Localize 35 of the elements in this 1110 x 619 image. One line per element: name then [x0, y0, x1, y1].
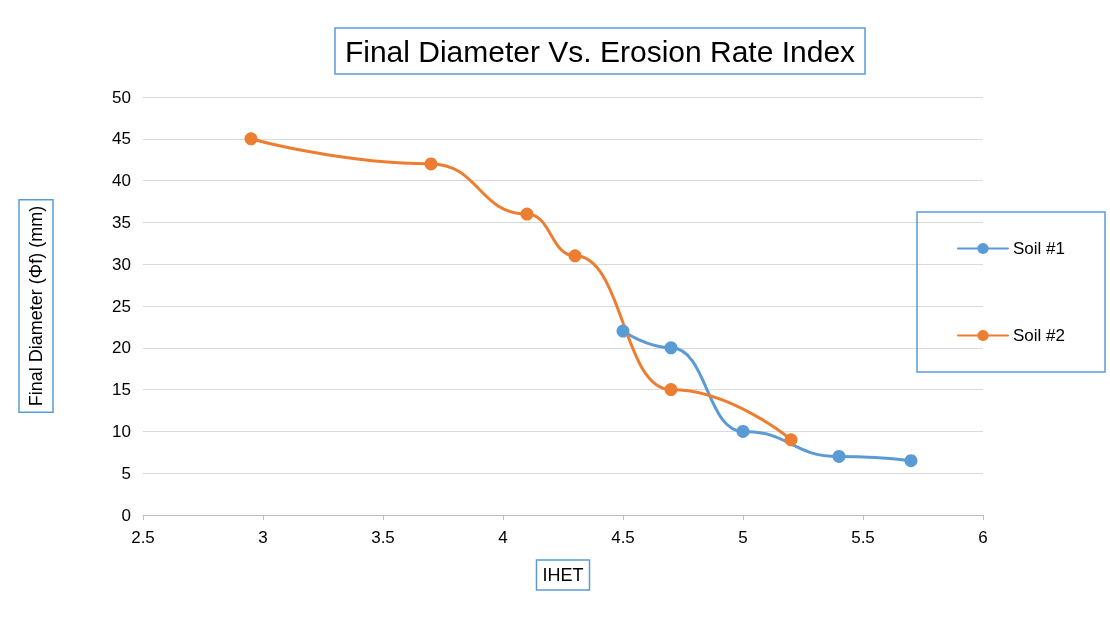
x-tick-label: 3.5: [371, 528, 395, 547]
x-tick-label: 3: [258, 528, 268, 547]
y-tick-label: 25: [112, 296, 131, 316]
point: [244, 132, 258, 146]
x-tick-label: 5.5: [851, 528, 875, 547]
y-tick-label: 30: [112, 254, 131, 274]
legend-label: Soil #1: [1013, 239, 1065, 258]
y-tick-label: 40: [112, 171, 131, 191]
y-tick-label: 45: [112, 129, 131, 149]
y-axis-title: Final Diameter (Φf) (mm): [26, 205, 46, 407]
x-tick-label: 5: [738, 528, 748, 547]
x-tick-label: 4.5: [611, 528, 635, 547]
y-tick-label: 10: [112, 421, 131, 441]
x-tick-label: 2.5: [131, 528, 155, 547]
x-axis-title: IHET: [542, 565, 584, 585]
point: [664, 341, 678, 355]
x-tick-label: 6: [978, 528, 988, 547]
point: [616, 324, 630, 338]
chart-title: Final Diameter Vs. Erosion Rate Index: [344, 34, 856, 68]
point: [520, 207, 534, 221]
point: [832, 449, 846, 463]
point: [568, 249, 582, 263]
y-tick-label: 50: [112, 87, 131, 107]
point: [424, 157, 438, 171]
x-tick-label: 4: [498, 528, 508, 547]
y-tick-label: 5: [121, 463, 131, 483]
y-tick-label: 35: [112, 212, 131, 232]
point: [736, 424, 750, 438]
point: [784, 433, 798, 447]
point: [664, 383, 678, 397]
legend-label: Soil #2: [1013, 326, 1065, 345]
point: [904, 454, 918, 468]
y-tick-label: 0: [121, 505, 131, 525]
y-tick-label: 15: [112, 380, 131, 400]
y-tick-label: 20: [112, 338, 131, 358]
